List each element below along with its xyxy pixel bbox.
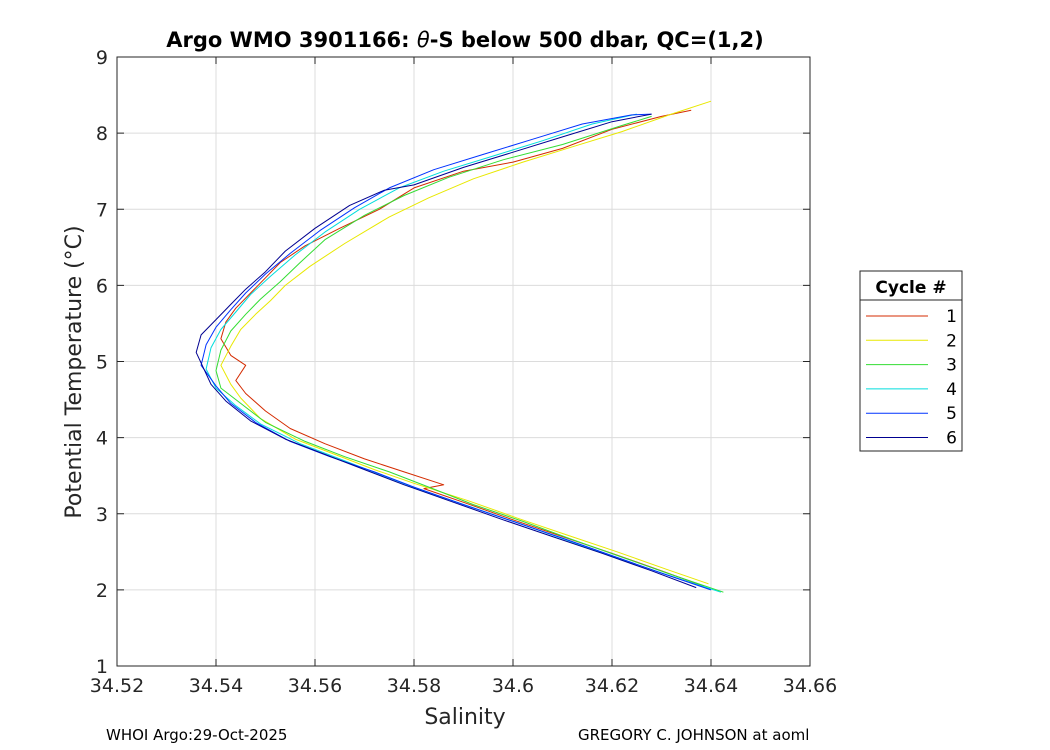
chart-title: Argo WMO 3901166: θ-S below 500 dbar, QC… <box>166 28 763 52</box>
y-tick-label: 6 <box>96 275 108 297</box>
legend: Cycle # 1 2 3 4 5 6 <box>859 270 963 452</box>
legend-label-cycle-3: 3 <box>946 356 957 376</box>
series-layer <box>195 100 724 593</box>
legend-items: 1 2 3 4 5 6 <box>866 307 957 449</box>
x-tick-label: 34.52 <box>90 675 144 697</box>
y-tick-label: 4 <box>96 428 108 450</box>
legend-title: Cycle # <box>875 278 946 298</box>
footer-right-credit: GREGORY C. JOHNSON at aoml <box>578 726 810 744</box>
legend-box <box>859 270 963 452</box>
grid-lines <box>116 56 811 667</box>
y-tick-label: 9 <box>96 47 108 69</box>
series-line-cycle-4 <box>205 113 722 593</box>
y-tick-label: 3 <box>96 504 108 526</box>
footer-left-credit: WHOI Argo:29-Oct-2025 <box>106 726 288 744</box>
x-tick-label: 34.6 <box>492 675 534 697</box>
x-tick-label: 34.54 <box>189 675 243 697</box>
legend-label-cycle-5: 5 <box>946 404 957 424</box>
x-tick-label: 34.64 <box>684 675 738 697</box>
legend-label-cycle-6: 6 <box>946 429 957 449</box>
legend-label-cycle-2: 2 <box>946 331 957 351</box>
series-line-cycle-1 <box>220 109 704 587</box>
x-axis-label: Salinity <box>424 705 505 730</box>
x-tick-label: 34.58 <box>387 675 441 697</box>
x-tick-label: 34.66 <box>783 675 837 697</box>
series-line-cycle-6 <box>195 113 697 589</box>
x-tick-label: 34.56 <box>288 675 342 697</box>
y-tick-label: 5 <box>96 352 108 374</box>
legend-label-cycle-4: 4 <box>946 380 957 400</box>
x-tick-label: 34.62 <box>585 675 639 697</box>
y-tick-label: 2 <box>96 580 108 602</box>
series-line-cycle-2 <box>220 100 712 585</box>
y-axis-label: Potential Temperature (°C) <box>62 225 87 518</box>
axis-ticks: 34.52 34.54 34.56 34.58 34.6 34.62 34.64 34.66 1… <box>90 47 837 697</box>
series-line-cycle-3 <box>215 115 724 593</box>
y-tick-label: 1 <box>96 656 108 678</box>
series-line-cycle-5 <box>200 113 712 591</box>
legend-label-cycle-1: 1 <box>946 307 957 327</box>
y-tick-label: 8 <box>96 123 108 145</box>
y-tick-label: 7 <box>96 199 108 221</box>
